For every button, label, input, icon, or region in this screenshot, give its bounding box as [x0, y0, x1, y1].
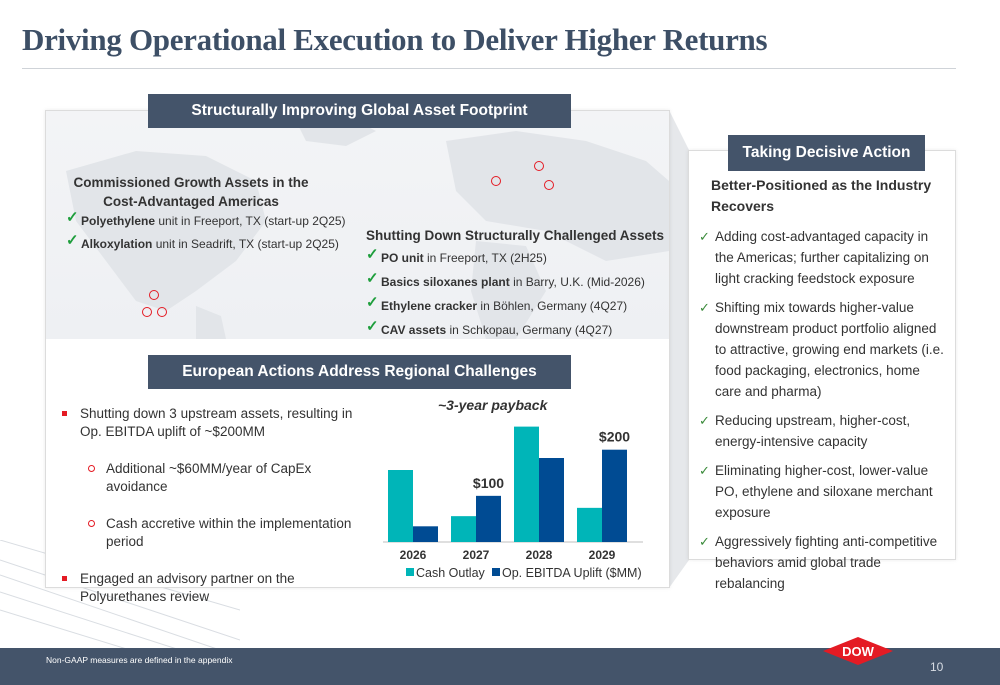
asset-detail: unit in Seadrift, TX (start-up 2Q25) [152, 237, 339, 251]
asset-name: Basics siloxanes plant [381, 275, 510, 289]
action-text: Eliminating higher-cost, lower-value PO,… [715, 463, 933, 520]
list-item: ✓ Shifting mix towards higher-value downs… [699, 297, 949, 402]
check-icon: ✓ [366, 294, 379, 311]
connector-wedge [669, 110, 689, 588]
commissioned-heading-line-1: Commissioned Growth Assets in the [73, 175, 309, 190]
bullet-text: Engaged an advisory partner on the Polyu… [80, 571, 295, 604]
bar-2028-ebitda-uplift [539, 458, 564, 542]
list-item: ✓ Polyethylene unit in Freeport, TX (star… [66, 209, 346, 229]
asset-name: Ethylene cracker [381, 299, 478, 313]
action-text: Aggressively fighting anti-competitive b… [715, 534, 938, 591]
location-marker-icon [149, 290, 159, 300]
europe-list: Shutting down 3 upstream assets, resulti… [62, 405, 372, 606]
list-item: ✓ CAV assets in Schkopau, Germany (4Q27) [366, 318, 645, 338]
asset-name: PO unit [381, 251, 424, 265]
check-icon: ✓ [699, 300, 710, 315]
list-item: ✓ Basics siloxanes plant in Barry, U.K. (… [366, 270, 645, 290]
list-item: ✓ PO unit in Freeport, TX (2H25) [366, 246, 645, 266]
location-marker-icon [534, 161, 544, 171]
check-icon: ✓ [699, 413, 710, 428]
page-number: 10 [930, 660, 944, 674]
commissioned-heading: Commissioned Growth Assets in the Cost-A… [70, 173, 312, 211]
shutdown-heading: Shutting Down Structurally Challenged As… [366, 228, 665, 243]
asset-name: Alkoxylation [81, 237, 153, 251]
asset-detail: in Schkopau, Germany (4Q27) [446, 323, 613, 337]
asset-name: Polyethylene [81, 214, 156, 228]
map-shapes [66, 116, 669, 339]
world-map [46, 111, 669, 339]
data-label: $200 [599, 429, 630, 445]
commissioned-heading-line-2: Cost-Advantaged Americas [103, 194, 279, 209]
bar-2029-ebitda-uplift [602, 449, 627, 542]
list-item: Engaged an advisory partner on the Polyu… [62, 570, 372, 606]
check-icon: ✓ [66, 209, 79, 226]
asset-detail: in Barry, U.K. (Mid-2026) [509, 275, 645, 289]
x-tick-label: 2026 [400, 548, 427, 562]
bar-2026-ebitda-uplift [413, 526, 438, 542]
check-icon: ✓ [366, 318, 379, 335]
list-item: ✓ Reducing upstream, higher-cost, energy-… [699, 410, 949, 452]
list-item: ✓ Eliminating higher-cost, lower-value PO… [699, 460, 949, 523]
shutdown-list: ✓ PO unit in Freeport, TX (2H25) ✓ Basics … [366, 246, 645, 346]
footprint-banner: Structurally Improving Global Asset Foot… [148, 94, 571, 128]
x-tick-label: 2028 [526, 548, 553, 562]
footnote: Non-GAAP measures are defined in the app… [46, 655, 233, 665]
check-icon: ✓ [699, 229, 710, 244]
check-icon: ✓ [699, 534, 710, 549]
list-item: ✓ Aggressively fighting anti-competitive … [699, 531, 949, 594]
data-label: $100 [473, 475, 504, 491]
list-item: Cash accretive within the implementation… [62, 515, 372, 551]
x-tick-label: 2029 [589, 548, 616, 562]
bar-2029-cash-outlay [577, 507, 602, 542]
location-marker-icon [491, 176, 501, 186]
bullet-text: Shutting down 3 upstream assets, resulti… [80, 406, 353, 439]
chart-title: ~3-year payback [438, 397, 548, 413]
action-list: ✓ Adding cost-advantaged capacity in the … [699, 226, 949, 602]
title-divider [22, 68, 956, 69]
location-marker-icon [142, 307, 152, 317]
asset-detail: in Freeport, TX (2H25) [423, 251, 547, 265]
logo-text: DOW [842, 644, 875, 659]
location-marker-icon [544, 180, 554, 190]
bullet-ring-icon [88, 465, 95, 472]
action-text: Adding cost-advantaged capacity in the A… [715, 229, 929, 286]
asset-name: CAV assets [381, 323, 447, 337]
asset-detail: in Böhlen, Germany (4Q27) [477, 299, 628, 313]
x-tick-label: 2027 [463, 548, 490, 562]
bullet-text: Additional ~$60MM/year of CapEx avoidanc… [106, 461, 312, 494]
legend-swatch [406, 568, 414, 576]
commissioned-list: ✓ Polyethylene unit in Freeport, TX (star… [66, 209, 346, 259]
dow-logo: DOW [823, 637, 893, 665]
list-item: Additional ~$60MM/year of CapEx avoidanc… [62, 460, 372, 496]
check-icon: ✓ [66, 232, 79, 249]
action-heading: Better-Positioned as the Industry Recove… [711, 177, 932, 214]
legend-swatch [492, 568, 500, 576]
action-text: Shifting mix towards higher-value downst… [715, 300, 944, 399]
action-text: Reducing upstream, higher-cost, energy-i… [715, 413, 911, 449]
list-item: ✓ Adding cost-advantaged capacity in the … [699, 226, 949, 289]
bar-2028-cash-outlay [514, 426, 539, 542]
list-item: Shutting down 3 upstream assets, resulti… [62, 405, 372, 441]
check-icon: ✓ [366, 270, 379, 287]
legend-label: Op. EBITDA Uplift ($MM) [502, 566, 642, 580]
bar-2027-ebitda-uplift [476, 495, 501, 542]
bar-2026-cash-outlay [388, 470, 413, 542]
list-item: ✓ Alkoxylation unit in Seadrift, TX (star… [66, 232, 346, 252]
action-banner: Taking Decisive Action [728, 135, 925, 171]
bullet-square-icon [62, 411, 67, 416]
legend-label: Cash Outlay [416, 566, 486, 580]
check-icon: ✓ [699, 463, 710, 478]
payback-bar-chart: 2026 2027 2028 2029 $100 $200 Cash Outlay Op. E… [383, 426, 643, 580]
page-title: Driving Operational Execution to Deliver… [22, 22, 768, 57]
asset-detail: unit in Freeport, TX (start-up 2Q25) [155, 214, 346, 228]
europe-banner: European Actions Address Regional Challe… [148, 355, 571, 389]
location-marker-icon [157, 307, 167, 317]
bullet-ring-icon [88, 520, 95, 527]
check-icon: ✓ [366, 246, 379, 263]
bar-2027-cash-outlay [451, 516, 476, 542]
bullet-text: Cash accretive within the implementation… [106, 516, 352, 549]
list-item: ✓ Ethylene cracker in Böhlen, Germany (4Q… [366, 294, 645, 314]
action-card [688, 150, 956, 560]
bullet-square-icon [62, 576, 67, 581]
